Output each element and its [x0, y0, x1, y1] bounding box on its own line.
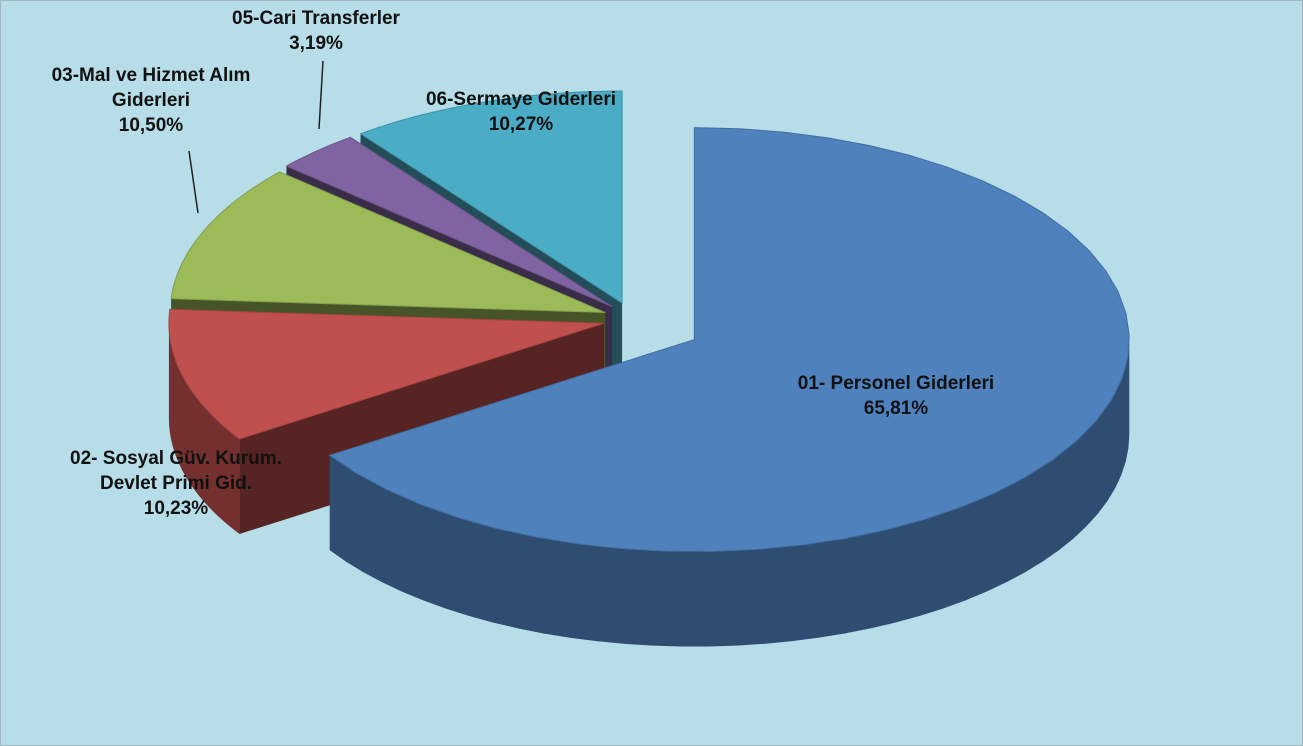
slice: [359, 90, 623, 304]
slice: [285, 136, 613, 308]
slice-label: 03-Mal ve Hizmet Alım Giderleri 10,50%: [41, 63, 261, 138]
slice-label: 02- Sosyal Güv. Kurum. Devlet Primi Gid.…: [61, 446, 291, 521]
category-label: 03-Mal ve Hizmet Alım Giderleri: [51, 65, 251, 111]
value-label: 65,81%: [863, 398, 929, 419]
category-label: 06-Sermaye Giderleri: [425, 89, 617, 110]
leader-line: [318, 60, 324, 130]
value-label: 3,19%: [289, 33, 343, 54]
slice-label: 05-Cari Transferler 3,19%: [206, 6, 426, 56]
value-label: 10,27%: [488, 114, 554, 135]
slice-side: [329, 339, 1130, 647]
value-label: 10,23%: [143, 498, 209, 519]
category-label: 01- Personel Giderleri: [797, 373, 995, 394]
category-label: 05-Cari Transferler: [232, 8, 400, 29]
leader-line: [188, 150, 199, 214]
category-label: 02- Sosyal Güv. Kurum. Devlet Primi Gid.: [70, 448, 282, 494]
value-label: 10,50%: [118, 115, 184, 136]
slice-side: [168, 323, 240, 534]
slice: [328, 127, 1130, 552]
slice: [170, 171, 606, 314]
slice-label: 06-Sermaye Giderleri 10,27%: [391, 87, 651, 137]
slice-label: 01- Personel Giderleri 65,81%: [786, 371, 1006, 421]
slice: [168, 308, 605, 440]
